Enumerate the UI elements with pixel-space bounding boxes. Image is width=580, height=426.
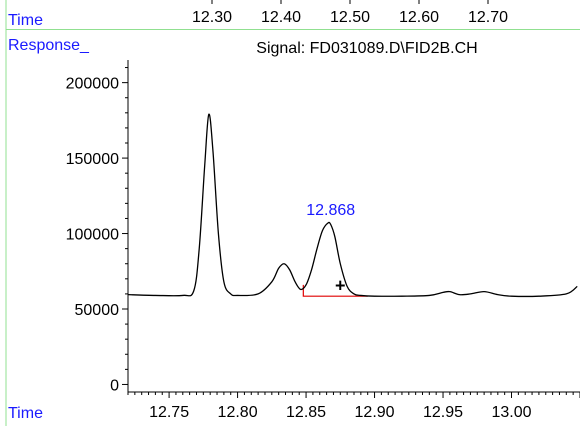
top-axis-tick-label: 12.70 xyxy=(468,9,508,26)
axes xyxy=(127,60,580,393)
peak-label: 12.868 xyxy=(306,202,355,219)
x-tick-label: 12.95 xyxy=(423,404,463,421)
y-tick-label: 150000 xyxy=(66,151,119,168)
x-tick-label: 12.80 xyxy=(218,404,258,421)
y-axis-ticks: 0 50000 100000 150000 200000 xyxy=(66,67,128,394)
top-time-axis-label: Time xyxy=(8,12,43,29)
x-tick-label: 12.85 xyxy=(286,404,326,421)
y-tick-label: 200000 xyxy=(66,76,119,93)
bottom-time-axis-label: Time xyxy=(8,405,43,422)
x-axis-ticks: 12.75 12.80 12.85 12.90 12.95 13.00 xyxy=(127,392,580,421)
top-axis-tick-label: 12.40 xyxy=(261,9,301,26)
cursor-marker: + xyxy=(335,276,346,296)
y-tick-label: 0 xyxy=(110,377,119,394)
chart-title: Signal: FD031089.D\FID2B.CH xyxy=(256,40,477,57)
top-axis-tick-label: 12.30 xyxy=(192,9,232,26)
top-axis-tick-label: 12.50 xyxy=(330,9,370,26)
top-time-axis: 12.30 12.40 12.50 12.60 12.70 xyxy=(192,0,508,26)
x-tick-label: 12.90 xyxy=(355,404,395,421)
top-axis-tick-label: 12.60 xyxy=(399,9,439,26)
response-axis-label: Response_ xyxy=(8,37,90,54)
x-tick-label: 13.00 xyxy=(491,404,531,421)
signal-trace xyxy=(127,113,578,298)
y-tick-label: 100000 xyxy=(66,227,119,244)
y-tick-label: 50000 xyxy=(75,302,120,319)
x-tick-label: 12.75 xyxy=(149,404,189,421)
